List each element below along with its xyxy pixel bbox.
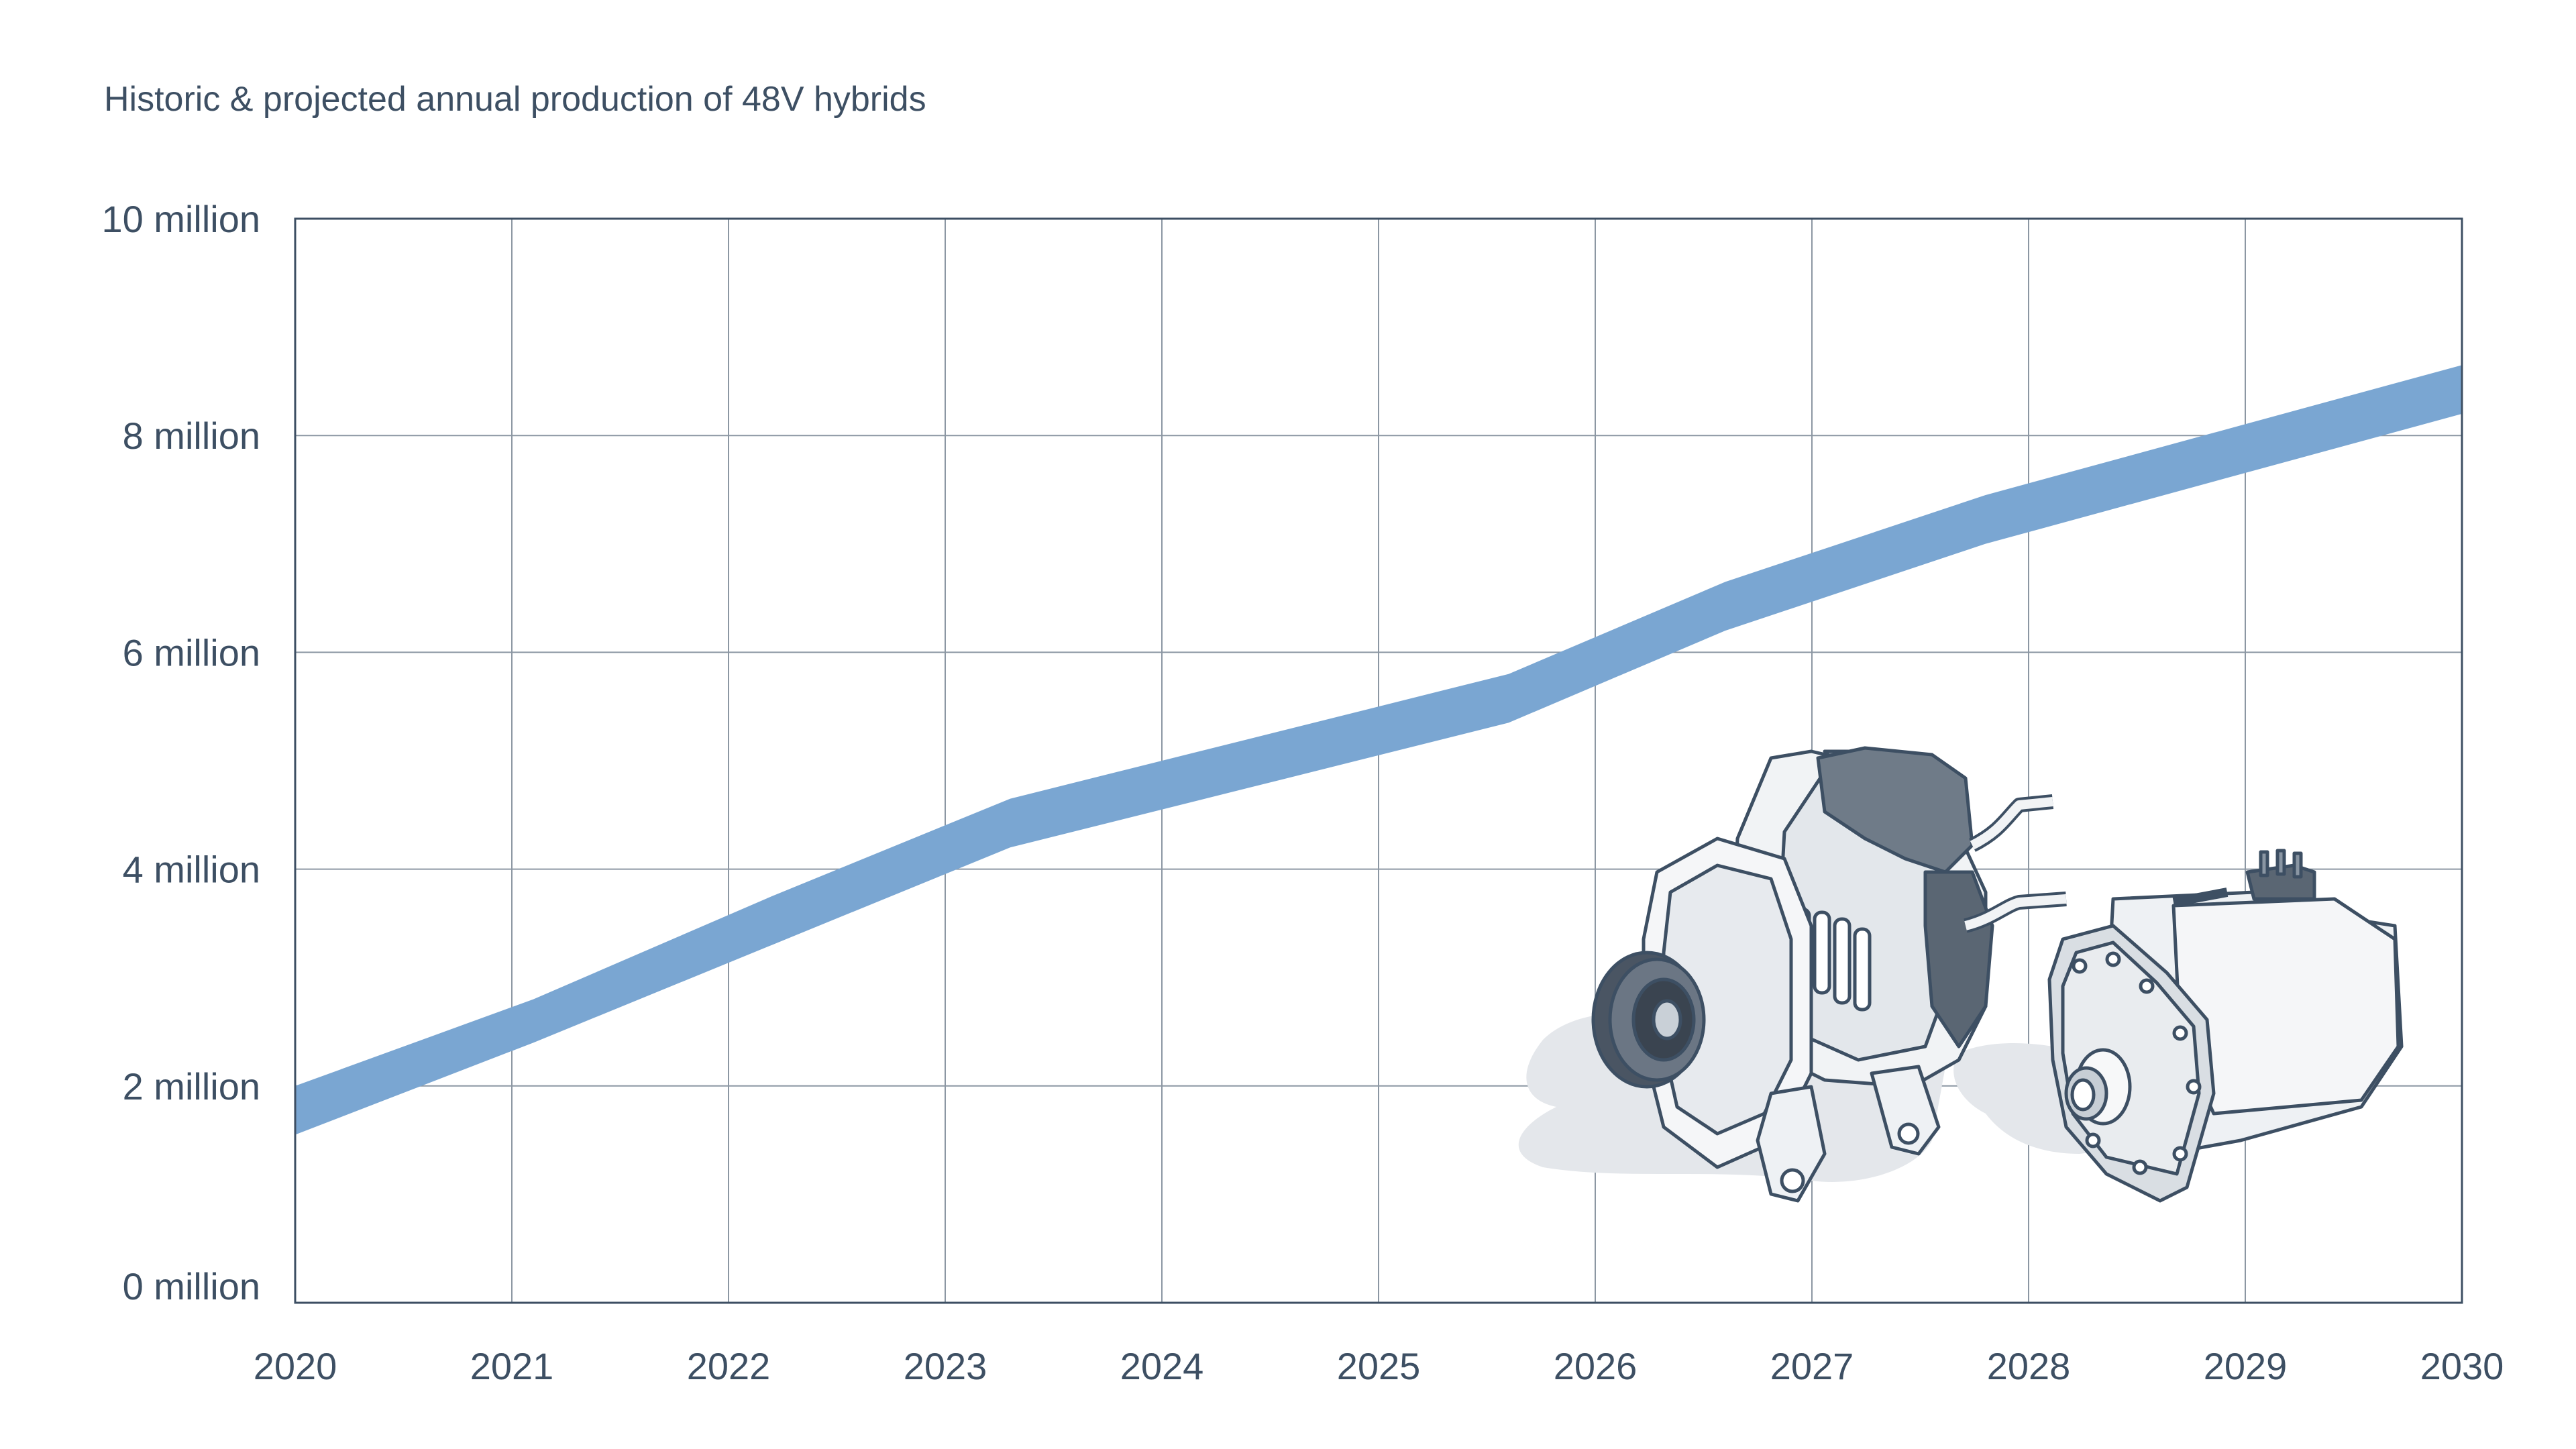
alternator xyxy=(1591,746,2067,1203)
x-tick-label: 2028 xyxy=(1987,1345,2071,1387)
production-band-layer xyxy=(295,365,2462,1135)
x-tick-label: 2026 xyxy=(1554,1345,1638,1387)
x-tick-label: 2027 xyxy=(1770,1345,1854,1387)
x-tick-label: 2024 xyxy=(1120,1345,1204,1387)
x-tick-label: 2025 xyxy=(1337,1345,1421,1387)
e-motor xyxy=(2047,849,2404,1203)
y-tick-label: 4 million xyxy=(123,849,260,891)
y-axis-tick-labels: 0 million 2 million 4 million 6 million 8 mi… xyxy=(101,198,260,1307)
x-tick-label: 2030 xyxy=(2420,1345,2504,1387)
x-axis-tick-labels: 2020 2021 2022 2023 2024 2025 2026 2027 2028 2029… xyxy=(254,1345,2504,1387)
x-tick-label: 2020 xyxy=(254,1345,337,1387)
y-tick-label: 0 million xyxy=(123,1265,260,1307)
plot-border xyxy=(294,217,2463,1304)
x-tick-label: 2029 xyxy=(2204,1345,2288,1387)
x-tick-label: 2023 xyxy=(904,1345,987,1387)
production-band xyxy=(295,365,2462,1135)
chart-title: Historic & projected annual production o… xyxy=(104,80,926,119)
x-tick-label: 2022 xyxy=(687,1345,771,1387)
x-tick-label: 2021 xyxy=(470,1345,554,1387)
plot-frame xyxy=(294,217,2463,1304)
motor-illustration xyxy=(1518,746,2404,1203)
y-tick-label: 6 million xyxy=(123,631,260,674)
y-tick-label: 8 million xyxy=(123,415,260,457)
y-tick-label: 2 million xyxy=(123,1065,260,1108)
y-tick-label: 10 million xyxy=(101,198,260,240)
